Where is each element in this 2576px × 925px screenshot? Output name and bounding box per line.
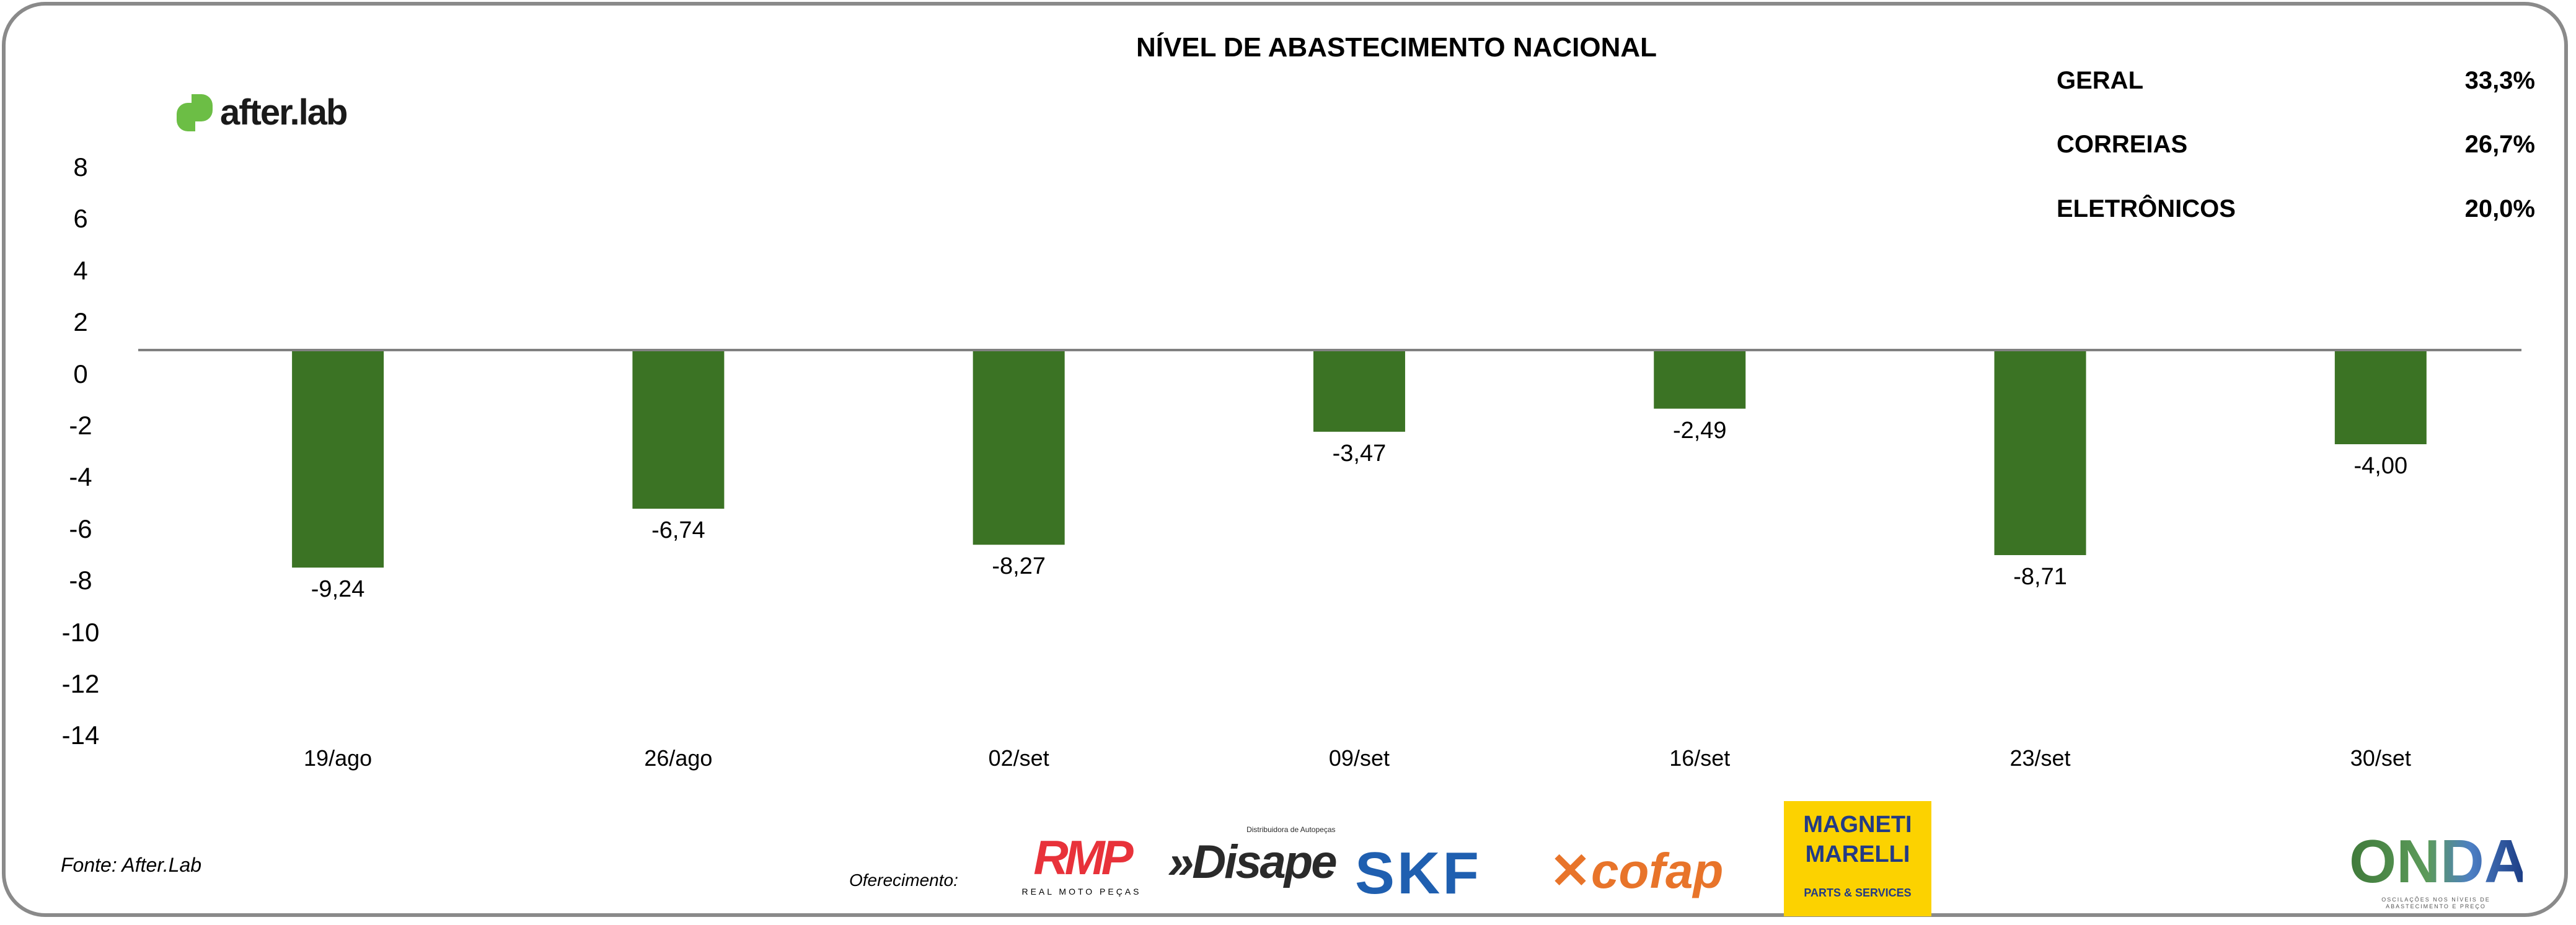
x-tick-label: 02/set bbox=[988, 745, 1049, 771]
sponsor-label: Oferecimento: bbox=[849, 870, 958, 890]
data-label: -3,47 bbox=[1332, 440, 1387, 467]
afterlab-logo: after.lab bbox=[177, 92, 348, 133]
bar bbox=[292, 350, 384, 568]
cofap-logo: ✕cofap bbox=[1550, 843, 1723, 900]
y-tick-label: -4 bbox=[69, 462, 92, 492]
y-tick-label: 2 bbox=[73, 307, 88, 337]
magneti-logo-subtitle: PARTS & SERVICES bbox=[1804, 887, 1912, 899]
onda-logo-text: ONDA bbox=[2349, 827, 2528, 895]
bar bbox=[1313, 350, 1405, 432]
cofap-mark-icon: ✕ bbox=[1550, 843, 1592, 898]
legend-value: 26,7% bbox=[2464, 131, 2535, 158]
disape-logo: Distribuidora de Autopeças »Disape bbox=[1168, 825, 1337, 889]
x-tick-label: 30/set bbox=[2350, 745, 2411, 771]
y-tick-label: -8 bbox=[69, 566, 92, 595]
x-tick-label: 26/ago bbox=[644, 745, 713, 771]
magneti-marelli-logo: MAGNETI MARELLI PARTS & SERVICES bbox=[1784, 801, 1931, 916]
y-tick-label: 8 bbox=[73, 152, 88, 182]
bar bbox=[1654, 350, 1746, 409]
cofap-logo-text: cofap bbox=[1591, 843, 1724, 898]
y-tick-label: -10 bbox=[61, 617, 100, 647]
data-label: -6,74 bbox=[651, 517, 705, 544]
rmp-logo: RMP REAL MOTO PEÇAS bbox=[1020, 830, 1144, 897]
x-tick-label: 23/set bbox=[2009, 745, 2071, 771]
legend-row-geral: GERAL 33,3% bbox=[2057, 67, 2535, 95]
legend-label: ELETRÔNICOS bbox=[2057, 195, 2236, 222]
afterlab-logo-icon bbox=[177, 94, 214, 131]
legend-label: CORREIAS bbox=[2057, 131, 2188, 158]
disape-logo-subtitle: Distribuidora de Autopeças bbox=[1246, 825, 1336, 834]
skf-logo: SKF bbox=[1355, 840, 1481, 906]
legend-value: 20,0% bbox=[2464, 195, 2535, 222]
data-label: -8,27 bbox=[992, 553, 1046, 580]
data-label: -9,24 bbox=[311, 576, 365, 603]
data-label: -4,00 bbox=[2353, 453, 2408, 479]
y-tick-label: 6 bbox=[73, 204, 88, 234]
legend-value: 33,3% bbox=[2464, 67, 2535, 94]
y-tick-label: -12 bbox=[61, 669, 100, 698]
y-tick-label: -6 bbox=[69, 514, 92, 543]
data-label: -2,49 bbox=[1672, 417, 1727, 444]
x-tick-label: 09/set bbox=[1328, 745, 1390, 771]
bar bbox=[973, 350, 1065, 545]
y-tick-label: -2 bbox=[69, 411, 92, 440]
legend-row-correias: CORREIAS 26,7% bbox=[2057, 131, 2535, 159]
y-tick-label: -14 bbox=[61, 721, 100, 750]
magneti-logo-text: MAGNETI MARELLI bbox=[1803, 812, 1912, 867]
rmp-logo-text: RMP bbox=[1033, 830, 1133, 885]
chart-title: NÍVEL DE ABASTECIMENTO NACIONAL bbox=[1136, 32, 1657, 63]
bar bbox=[632, 350, 725, 509]
y-tick-label: 4 bbox=[73, 255, 88, 285]
onda-logo-subtitle: OSCILAÇÕES NOS NÍVEIS DE ABASTECIMENTO E… bbox=[2381, 896, 2490, 910]
x-tick-label: 16/set bbox=[1669, 745, 1731, 771]
source-note: Fonte: After.Lab bbox=[61, 854, 202, 876]
y-tick-label: 0 bbox=[73, 359, 88, 388]
legend-row-eletronicos: ELETRÔNICOS 20,0% bbox=[2057, 195, 2535, 223]
x-tick-label: 19/ago bbox=[304, 745, 373, 771]
disape-logo-text: »Disape bbox=[1168, 835, 1337, 888]
onda-logo: ONDA OSCILAÇÕES NOS NÍVEIS DE ABASTECIMEN… bbox=[2349, 826, 2528, 911]
legend-label: GERAL bbox=[2057, 67, 2143, 94]
afterlab-logo-text: after.lab bbox=[220, 92, 348, 133]
bar bbox=[2334, 350, 2427, 444]
data-label: -8,71 bbox=[2013, 563, 2067, 590]
bar bbox=[1994, 350, 2086, 555]
rmp-logo-subtitle: REAL MOTO PEÇAS bbox=[1021, 886, 1142, 897]
